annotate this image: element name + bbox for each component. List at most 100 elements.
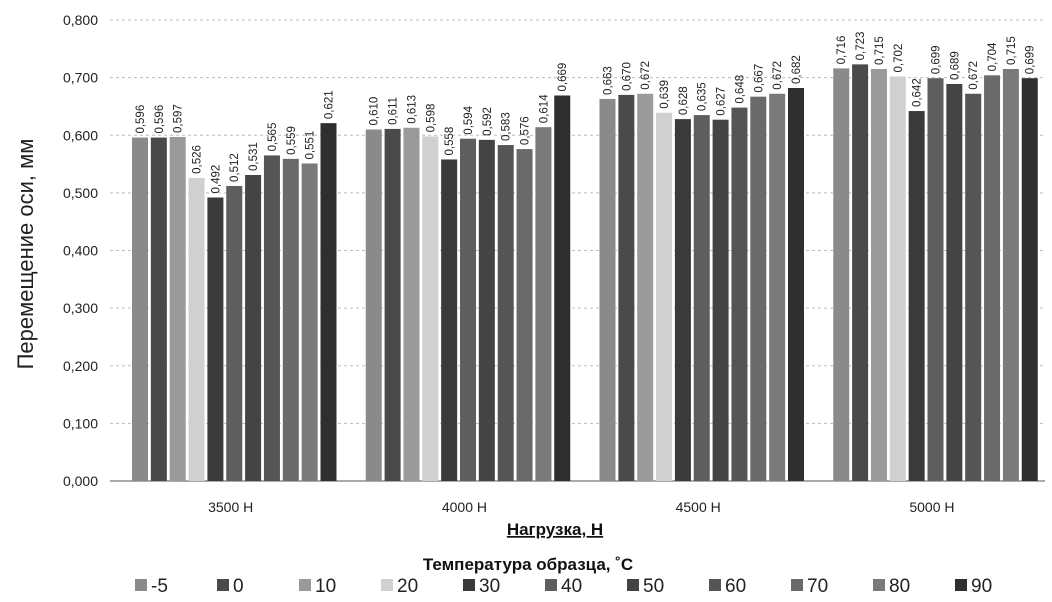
y-tick-label: 0,600 (63, 127, 98, 143)
bar (889, 76, 906, 481)
data-label: 0,613 (406, 95, 418, 124)
y-axis-ticks: 0,000 0,100 0,200 0,300 0,400 0,500 0,600 0,700… (63, 12, 98, 489)
data-label: 0,723 (855, 32, 867, 61)
bar (263, 155, 280, 481)
bar (1002, 68, 1019, 481)
data-label: 0,628 (678, 86, 690, 115)
data-label: 0,558 (444, 127, 456, 156)
data-label: 0,565 (267, 123, 279, 152)
y-tick-label: 0,100 (63, 415, 98, 431)
x-axis-ticks: 3500 Н 4000 Н 4500 Н 5000 Н (208, 499, 954, 515)
data-label: 0,699 (1025, 45, 1037, 74)
data-label: 0,672 (968, 61, 980, 90)
data-label: 0,689 (949, 51, 961, 80)
bar (870, 68, 887, 481)
legend-swatch (381, 579, 393, 591)
legend-entry: 40 (561, 576, 582, 597)
bar (852, 64, 869, 481)
data-label: 0,667 (753, 64, 765, 93)
legend-swatch (545, 579, 557, 591)
data-label: 0,639 (659, 80, 671, 109)
bar (478, 139, 495, 482)
y-tick-label: 0,500 (63, 185, 98, 201)
bar (132, 137, 148, 481)
legend-swatch (217, 579, 229, 591)
legend-entry: 60 (725, 576, 746, 597)
data-label: 0,597 (173, 104, 185, 133)
bar (693, 115, 710, 482)
bar (365, 129, 382, 482)
data-label: 0,672 (772, 61, 784, 90)
bar (441, 159, 458, 481)
data-label: 0,551 (305, 131, 317, 160)
data-labels: 0,596 0,596 0,597 0,526 0,492 0,512 0,531 0,565… (135, 32, 1037, 194)
bar (150, 137, 167, 481)
legend-swatch (135, 579, 147, 591)
bar (712, 119, 729, 481)
legend-swatch (463, 579, 475, 591)
bar (1021, 78, 1038, 482)
bar (403, 127, 420, 481)
bar (674, 119, 691, 482)
bar (516, 149, 533, 481)
data-label: 0,699 (931, 45, 943, 74)
x-axis-label: Нагрузка, Н (507, 520, 603, 539)
legend-entry: 70 (807, 576, 828, 597)
bar (927, 78, 944, 482)
legend: -5 0 10 20 30 40 50 60 70 80 90 (135, 576, 992, 597)
y-tick-label: 0,800 (63, 12, 98, 28)
legend-swatch (299, 579, 311, 591)
y-axis-label: Перемещение оси, мм (13, 139, 38, 370)
y-tick-label: 0,000 (63, 473, 98, 489)
x-tick-label: 4000 Н (442, 499, 487, 515)
bar (908, 111, 925, 482)
data-label: 0,611 (388, 97, 400, 125)
legend-entry: 30 (479, 576, 500, 597)
y-tick-label: 0,700 (63, 70, 98, 86)
x-tick-label: 5000 Н (909, 499, 954, 515)
x-tick-label: 4500 Н (676, 499, 721, 515)
data-label: 0,594 (463, 105, 475, 134)
bar (422, 136, 439, 481)
data-label: 0,672 (640, 61, 652, 90)
bar (984, 75, 1001, 481)
bar (497, 145, 514, 481)
legend-swatch (791, 579, 803, 591)
bar (460, 138, 476, 481)
data-label: 0,576 (520, 116, 532, 145)
bar (965, 93, 982, 481)
data-label: 0,583 (501, 112, 513, 141)
legend-entry: 0 (233, 576, 244, 597)
data-label: 0,716 (836, 36, 848, 65)
data-label: 0,715 (874, 36, 886, 65)
data-label: 0,559 (286, 126, 298, 155)
bar (750, 96, 767, 482)
legend-swatch (873, 579, 885, 591)
bar (188, 177, 205, 481)
legend-entry: 80 (889, 576, 910, 597)
bar (599, 98, 616, 481)
x-tick-label: 3500 Н (208, 499, 253, 515)
data-label: 0,670 (621, 62, 633, 91)
legend-entry: -5 (151, 576, 168, 597)
data-label: 0,614 (538, 94, 550, 123)
legend-swatch (955, 579, 967, 591)
data-label: 0,512 (229, 153, 241, 182)
bar (637, 93, 654, 481)
bar (656, 112, 673, 482)
data-label: 0,596 (154, 105, 166, 134)
legend-title: Температура образца, ˚С (423, 555, 633, 574)
data-label: 0,610 (369, 97, 381, 126)
data-label: 0,531 (248, 142, 260, 171)
legend-entry: 50 (643, 576, 664, 597)
bar (618, 94, 635, 481)
legend-swatch (709, 579, 721, 591)
bar (301, 163, 318, 481)
data-label: 0,715 (1006, 36, 1018, 65)
bar (320, 123, 337, 482)
data-label: 0,627 (716, 87, 728, 116)
data-label: 0,682 (791, 55, 803, 84)
y-tick-label: 0,200 (63, 358, 98, 374)
bar (169, 136, 186, 481)
